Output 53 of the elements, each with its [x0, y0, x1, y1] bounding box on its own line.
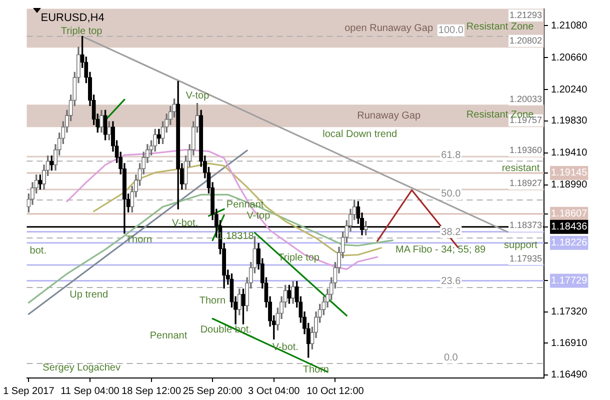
annotation: Thorn	[199, 296, 226, 307]
annotation: local Down trend	[322, 128, 398, 140]
y-tick-label: 1.17320	[551, 306, 588, 318]
annotation: 50.0	[441, 188, 462, 200]
y-tick-label: 1.18607	[551, 208, 588, 220]
annotation: Up trend	[70, 290, 108, 301]
annotation: Triple top	[60, 26, 103, 37]
x-tick-label: 1 Sep 2017	[3, 386, 55, 397]
y-tick-label: 1.20240	[551, 84, 588, 96]
annotation: bot.	[30, 245, 46, 256]
y-tick-label: 1.19410	[551, 148, 588, 159]
annotation: 61.8	[441, 150, 462, 161]
x-tick-label: 18 Sep 12:00	[122, 386, 182, 397]
y-tick-label: 1.20660	[551, 52, 588, 64]
chart-title: EURUSD,H4	[40, 12, 104, 24]
x-tick-label: 25 Sep 20:00	[182, 386, 243, 397]
annotation: 38.2	[441, 226, 462, 238]
y-tick-label: 1.21080	[551, 20, 588, 32]
annotation: V-top	[246, 210, 271, 222]
y-tick-label: 1.19145	[551, 168, 588, 179]
annotation: Pennant	[226, 199, 264, 210]
annotation: Sergey Logachev	[42, 362, 121, 374]
y-tick-label: 1.19830	[551, 116, 588, 127]
annotation: MA Fibo - 34; 55; 89	[396, 244, 486, 256]
annotation: 0.0	[444, 352, 458, 364]
band-label: Runaway Gap	[357, 110, 421, 122]
ref-line-label: 1.17935	[509, 254, 542, 264]
annotation: resistant	[502, 162, 540, 174]
annotation: V-top	[186, 90, 210, 102]
ref-line-label: 1.18373	[509, 220, 542, 230]
y-tick-label: 1.16910	[551, 338, 588, 349]
y-tick-label: 1.16490	[551, 370, 588, 381]
annotation: Thorn	[126, 234, 152, 246]
annotation: support	[504, 240, 538, 251]
x-tick-label: 11 Sep 04:00	[60, 386, 120, 397]
y-tick-label: 1.18990	[551, 180, 588, 190]
annotation: V-bot.	[172, 218, 198, 229]
ref-line-label: 1.21293	[509, 10, 542, 20]
y-tick-label: 1.17729	[551, 275, 588, 286]
annotation: Resistant Zone	[466, 21, 534, 32]
y-tick-label: 1.18436	[551, 222, 588, 233]
candlestick	[241, 288, 246, 324]
ref-line-label: 1.20802	[509, 35, 542, 46]
x-tick-label: 10 Oct 12:00	[306, 386, 364, 397]
y-tick-label: 1.18226	[551, 238, 588, 249]
ref-line-label: 1.19360	[509, 145, 542, 156]
band-label: open Runaway Gap	[344, 22, 434, 34]
annotation: 100.0	[438, 25, 464, 36]
x-tick-label: 3 Oct 04:00	[248, 386, 300, 397]
ref-line-label: 1.20033	[509, 94, 542, 104]
annotation: 23.6	[441, 276, 462, 288]
ref-line-label: 1.18927	[509, 178, 542, 188]
annotation: Pennant	[150, 330, 188, 342]
